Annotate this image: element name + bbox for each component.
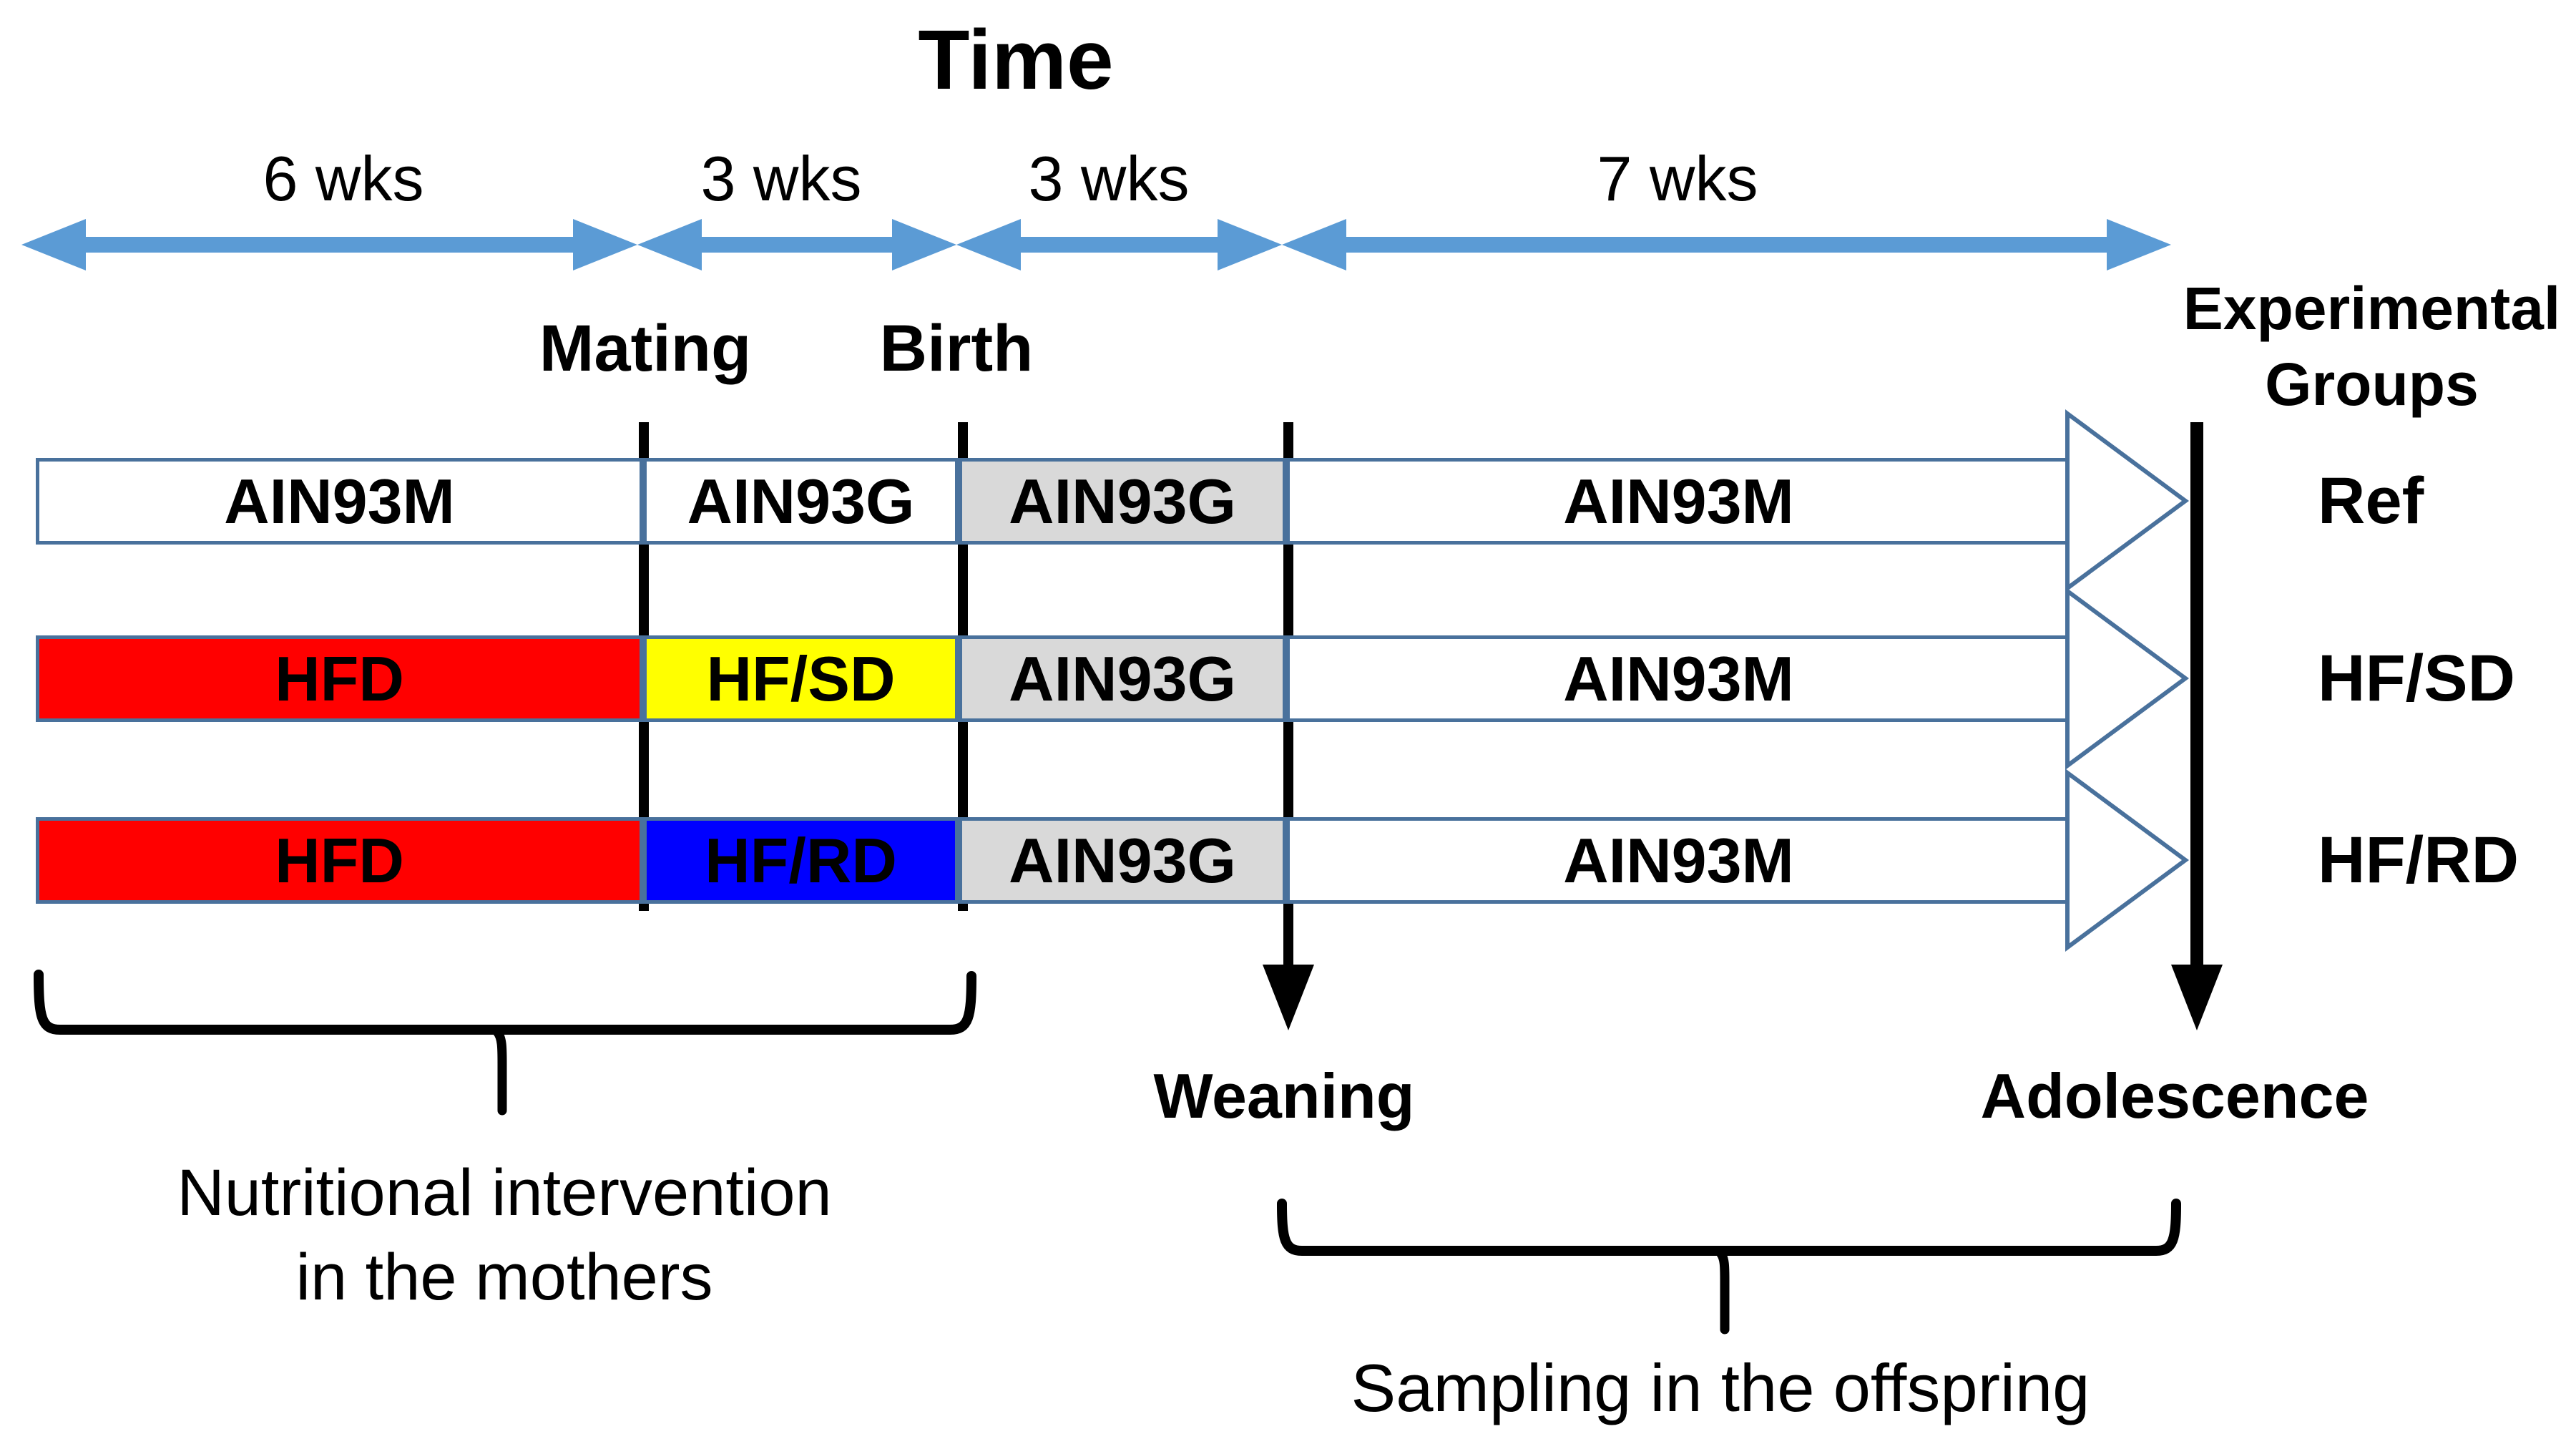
mothers-annotation: Nutritional intervention in the mothers xyxy=(132,1151,876,1319)
group-label-ref: Ref xyxy=(2318,464,2424,537)
experimental-groups-header: Experimental Groups xyxy=(2168,270,2576,422)
row-arrowhead-icon xyxy=(2065,587,2190,770)
mothers-brace-icon xyxy=(34,970,976,1116)
offspring-brace-icon xyxy=(1277,1199,2181,1335)
mothers-annotation-line2: in the mothers xyxy=(295,1241,713,1314)
mating-label: Mating xyxy=(539,312,752,385)
diet-segment: HFD xyxy=(36,817,643,904)
group-label-hfsd: HF/SD xyxy=(2318,642,2515,715)
diet-segment: HF/RD xyxy=(643,817,959,904)
adolescence-label: Adolescence xyxy=(1980,1060,2369,1131)
duration-label-6wks: 6 wks xyxy=(263,143,424,214)
row-arrowhead-icon xyxy=(2065,769,2190,952)
row-arrowhead-icon xyxy=(2065,409,2190,592)
weaning-arrowhead-icon xyxy=(1263,965,1314,1030)
diet-segment: AIN93G xyxy=(959,635,1286,722)
duration-label-3wks-gestation: 3 wks xyxy=(700,143,862,214)
offspring-annotation: Sampling in the offspring xyxy=(1351,1350,2090,1425)
diet-segment: AIN93G xyxy=(643,458,959,545)
duration-label-7wks: 7 wks xyxy=(1597,143,1758,214)
timeline-double-arrows-icon xyxy=(21,219,2171,270)
experimental-groups-line2: Groups xyxy=(2265,351,2479,418)
group-label-hfrd: HF/RD xyxy=(2318,824,2519,897)
diet-segment: AIN93M xyxy=(36,458,643,545)
weaning-label: Weaning xyxy=(1153,1060,1415,1131)
experimental-groups-line1: Experimental xyxy=(2183,275,2561,342)
diet-segment: AIN93M xyxy=(1286,635,2067,722)
adolescence-arrowhead-icon xyxy=(2171,965,2223,1030)
diet-segment: AIN93M xyxy=(1286,458,2067,545)
mothers-annotation-line1: Nutritional intervention xyxy=(177,1156,832,1229)
diet-segment: AIN93M xyxy=(1286,817,2067,904)
duration-label-3wks-lactation: 3 wks xyxy=(1028,143,1190,214)
diet-segment: AIN93G xyxy=(959,817,1286,904)
birth-label: Birth xyxy=(879,312,1034,385)
diet-segment: AIN93G xyxy=(959,458,1286,545)
time-title: Time xyxy=(918,13,1114,107)
diet-segment: HFD xyxy=(36,635,643,722)
adolescence-line xyxy=(2190,422,2203,966)
diet-segment: HF/SD xyxy=(643,635,959,722)
